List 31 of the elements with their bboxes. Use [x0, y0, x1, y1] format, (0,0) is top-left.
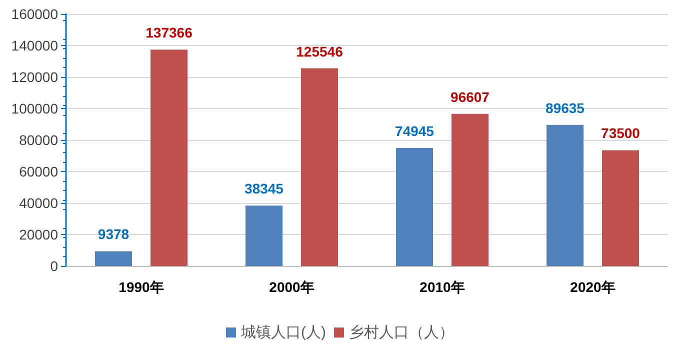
data-label: 38345 — [244, 180, 284, 197]
legend-label: 乡村人口（人） — [348, 324, 454, 341]
bar — [95, 251, 132, 266]
bar — [396, 148, 433, 266]
y-tick-label: 20000 — [19, 226, 58, 242]
x-tick-label: 2000年 — [269, 279, 314, 295]
bar — [301, 68, 338, 266]
data-label: 74945 — [395, 122, 434, 139]
data-label: 9378 — [98, 226, 130, 242]
data-label: 125546 — [296, 43, 344, 60]
y-tick-label: 120000 — [11, 69, 58, 85]
y-tick-label: 0 — [50, 258, 58, 274]
y-tick-label: 60000 — [19, 164, 58, 180]
bar — [246, 206, 282, 266]
data-label: 96607 — [450, 88, 490, 105]
x-tick-label: 2010年 — [420, 279, 465, 295]
x-tick-label: 2020年 — [570, 279, 616, 295]
data-label: 89635 — [546, 100, 585, 116]
data-label: 73500 — [601, 125, 640, 142]
y-tick-label: 40000 — [19, 195, 58, 211]
y-tick-label: 140000 — [11, 38, 58, 54]
data-label: 137366 — [146, 24, 193, 41]
bar — [452, 114, 488, 266]
bar — [150, 50, 188, 266]
legend-label: 城镇人口(人) — [240, 324, 326, 341]
x-tick-label: 1990年 — [118, 279, 164, 295]
y-tick-label: 80000 — [19, 132, 58, 148]
y-tick-label: 160000 — [11, 6, 58, 22]
bar — [546, 124, 584, 266]
bar — [602, 150, 639, 266]
y-tick-label: 100000 — [11, 100, 58, 116]
